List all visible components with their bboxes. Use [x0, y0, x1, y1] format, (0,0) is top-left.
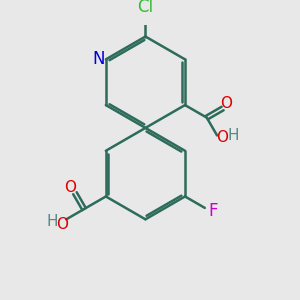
Text: O: O — [217, 130, 229, 145]
Text: Cl: Cl — [137, 0, 154, 16]
Text: H: H — [47, 214, 58, 229]
Text: O: O — [220, 96, 232, 111]
Text: O: O — [64, 180, 76, 195]
Text: F: F — [209, 202, 218, 220]
Text: H: H — [227, 128, 239, 143]
Text: N: N — [93, 50, 105, 68]
Text: O: O — [56, 217, 68, 232]
